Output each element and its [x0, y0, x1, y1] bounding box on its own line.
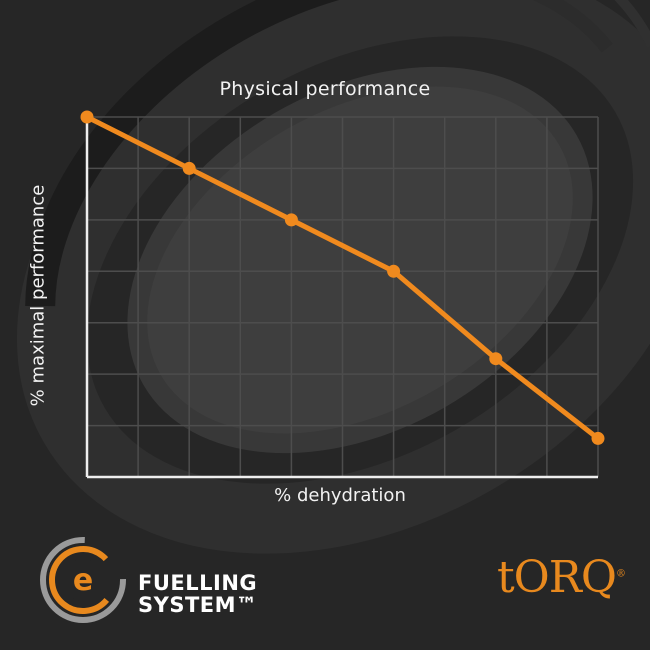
fuelling-line1: FUELLING — [138, 571, 258, 595]
data-point — [284, 213, 298, 227]
torq-logo: tORQ® — [497, 552, 626, 603]
svg-text:e: e — [73, 563, 93, 598]
chart-axes — [85, 117, 598, 479]
data-point — [80, 110, 94, 124]
data-point — [591, 431, 605, 445]
fuelling-line2: SYSTEM™ — [138, 593, 258, 617]
chart-grid — [87, 116, 599, 477]
torq-logo-text: tORQ — [497, 552, 617, 603]
fuelling-system-logo-text: FUELLING SYSTEM™ — [138, 572, 258, 616]
y-axis-label: % maximal performance — [27, 184, 49, 407]
series-line — [85, 114, 600, 441]
e-circle-logo-icon: e — [40, 537, 126, 623]
data-point — [387, 264, 401, 278]
chart-title: Physical performance — [219, 78, 431, 100]
x-axis-label: % dehydration — [274, 485, 406, 506]
data-point — [182, 161, 196, 175]
chart-series — [80, 110, 605, 445]
data-point — [489, 352, 503, 366]
